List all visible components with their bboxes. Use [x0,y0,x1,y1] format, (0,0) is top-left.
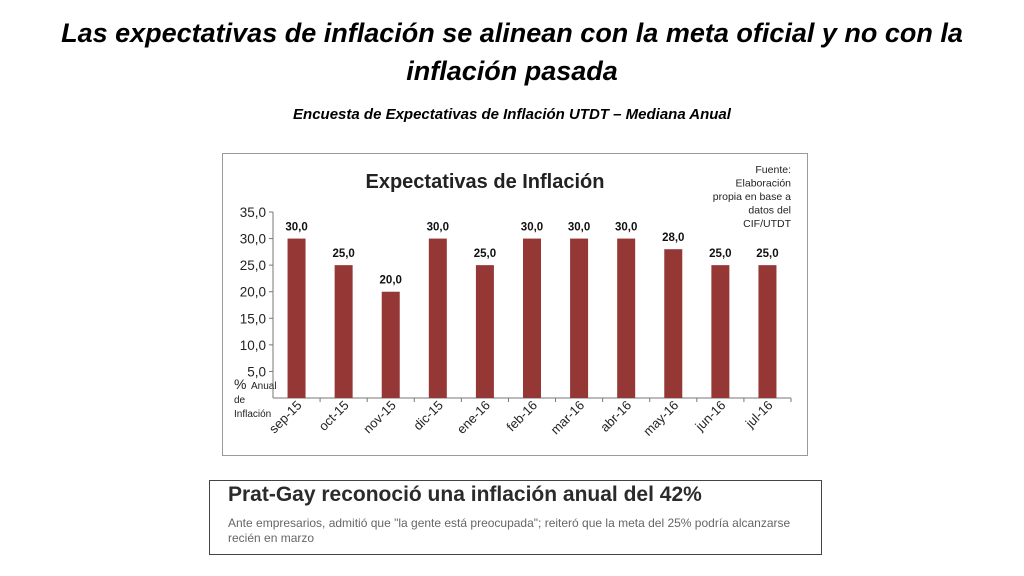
slide-title: Las expectativas de inflación se alinean… [61,18,963,86]
bar [475,265,494,398]
data-label: 25,0 [709,248,731,260]
data-label: 28,0 [662,232,684,244]
x-tick-label: oct-15 [316,398,352,434]
y-axis-label: Inflación [234,409,271,420]
slide-subtitle: Encuesta de Expectativas de Inflación UT… [293,106,731,123]
source-note-line: Fuente: [755,164,791,176]
data-label: 30,0 [285,222,307,234]
x-tick-label: abr-16 [597,398,634,435]
inflation-expectations-chart: Expectativas de Inflación Fuente: Elaborac… [234,164,792,439]
y-tick-label: 10,0 [240,338,266,353]
source-note-line: datos del [748,205,791,217]
source-note-line: Elaboración [736,178,792,190]
x-tick-label: jul-16 [742,398,776,432]
y-tick-label: 25,0 [240,258,266,273]
x-tick-label: dic-15 [410,398,446,434]
news-body: Ante empresarios, admitió que "la gente … [228,516,791,545]
bar [617,238,636,398]
source-note-line: propia en base a [713,191,791,203]
x-tick-label: feb-16 [503,398,540,435]
bar [570,238,589,398]
bar [711,265,730,398]
data-label: 30,0 [427,222,449,234]
data-label: 25,0 [332,248,354,260]
y-tick-label: 35,0 [240,205,266,220]
data-label: 30,0 [568,222,590,234]
bar [334,265,353,398]
data-label: 30,0 [521,222,543,234]
bar [523,238,541,398]
bar [664,249,683,398]
x-tick-label: jun-16 [692,398,729,435]
bar [287,238,306,398]
chart-frame: Expectativas de Inflación Fuente: Elaborac… [222,153,808,456]
y-tick-label: 20,0 [240,285,266,300]
bar [758,265,777,398]
data-label: 25,0 [756,248,778,260]
news-clipping: Prat-Gay reconoció una inflación anual d… [209,480,822,555]
y-tick-label: 15,0 [240,311,266,326]
y-tick-label: 5,0 [247,364,266,379]
y-axis-label: % [234,376,246,392]
news-headline: Prat-Gay reconoció una inflación anual d… [228,483,702,506]
bar [381,291,400,398]
source-note-line: CIF/UTDT [743,218,791,230]
bar [428,238,447,398]
x-tick-label: nov-15 [360,398,399,437]
data-label: 30,0 [615,222,637,234]
y-axis-label: de [234,395,246,406]
x-tick-label: ene-16 [454,398,493,437]
data-label: 20,0 [380,275,402,287]
y-tick-label: 30,0 [240,232,266,247]
x-tick-label: mar-16 [547,398,587,438]
data-label: 25,0 [474,248,496,260]
x-tick-label: may-16 [640,398,681,439]
y-axis-label: Anual [251,381,277,392]
chart-title: Expectativas de Inflación [366,171,605,193]
x-tick-label: sep-15 [266,398,305,437]
